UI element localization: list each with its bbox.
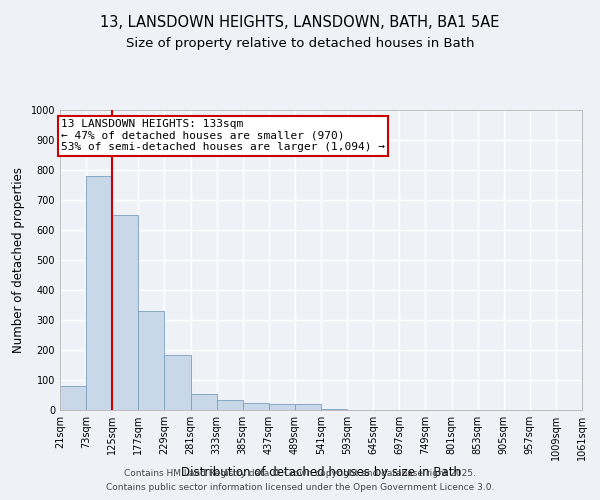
Text: Contains public sector information licensed under the Open Government Licence 3.: Contains public sector information licen… bbox=[106, 484, 494, 492]
Text: Contains HM Land Registry data © Crown copyright and database right 2025.: Contains HM Land Registry data © Crown c… bbox=[124, 468, 476, 477]
Bar bbox=[217, 400, 242, 410]
Bar bbox=[295, 404, 321, 410]
Bar bbox=[60, 386, 86, 410]
X-axis label: Distribution of detached houses by size in Bath: Distribution of detached houses by size … bbox=[181, 466, 461, 478]
Text: Size of property relative to detached houses in Bath: Size of property relative to detached ho… bbox=[126, 38, 474, 51]
Bar bbox=[112, 215, 138, 410]
Bar bbox=[86, 176, 112, 410]
Text: 13 LANSDOWN HEIGHTS: 133sqm
← 47% of detached houses are smaller (970)
53% of se: 13 LANSDOWN HEIGHTS: 133sqm ← 47% of det… bbox=[61, 119, 385, 152]
Bar bbox=[269, 404, 295, 410]
Bar bbox=[191, 394, 217, 410]
Bar bbox=[242, 402, 269, 410]
Bar bbox=[138, 311, 164, 410]
Y-axis label: Number of detached properties: Number of detached properties bbox=[12, 167, 25, 353]
Bar bbox=[321, 408, 347, 410]
Bar bbox=[164, 354, 191, 410]
Text: 13, LANSDOWN HEIGHTS, LANSDOWN, BATH, BA1 5AE: 13, LANSDOWN HEIGHTS, LANSDOWN, BATH, BA… bbox=[100, 15, 500, 30]
